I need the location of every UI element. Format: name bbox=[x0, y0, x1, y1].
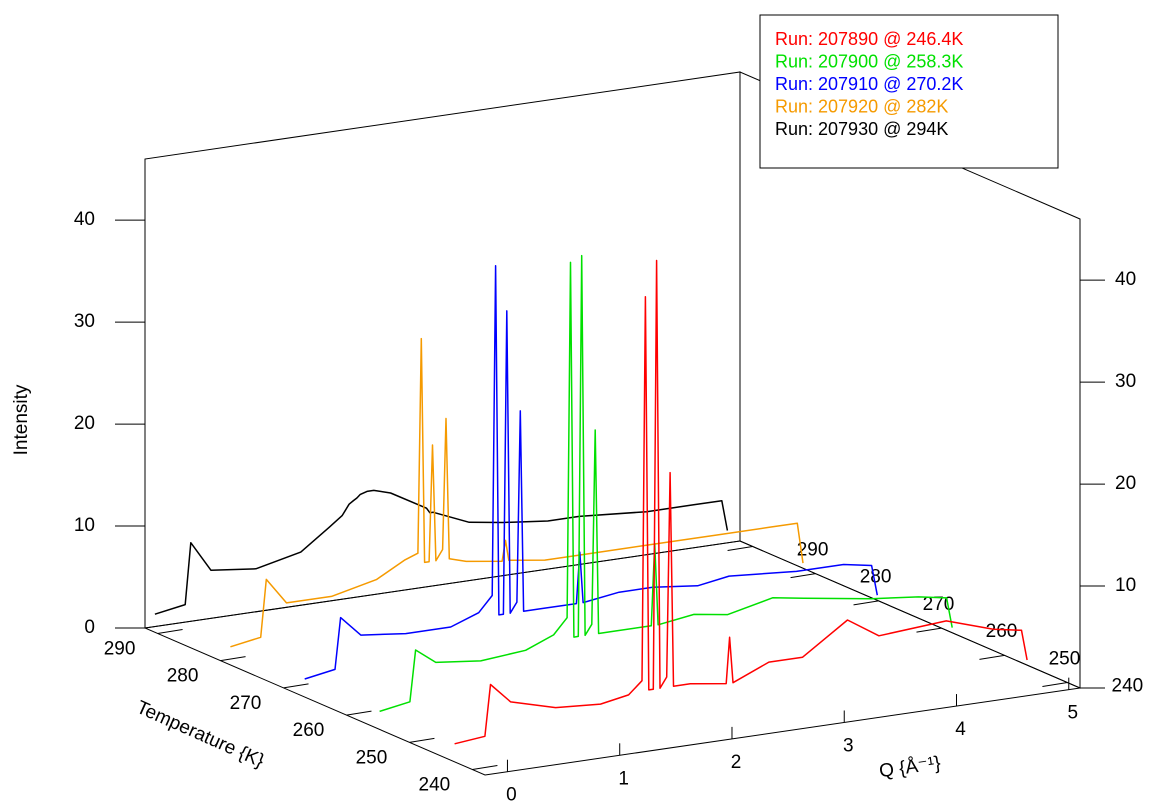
plot-area bbox=[154, 254, 1028, 745]
y-tick-label: 30 bbox=[74, 311, 95, 332]
legend-entry: Run: 207920 @ 282K bbox=[775, 96, 948, 116]
series-line bbox=[304, 264, 879, 680]
z-tick bbox=[727, 545, 753, 551]
legend-box bbox=[759, 14, 1059, 169]
z-tick bbox=[220, 656, 246, 662]
legend-entry: Run: 207910 @ 270.2K bbox=[775, 74, 963, 94]
z-tick-label: 250 bbox=[356, 747, 388, 768]
series-line bbox=[230, 337, 804, 648]
series-line bbox=[454, 259, 1028, 745]
y-tick-label: 10 bbox=[74, 515, 95, 536]
legend-entry: Run: 207900 @ 258.3K bbox=[775, 51, 963, 71]
y-tick-label: 30 bbox=[1115, 371, 1136, 392]
z-tick-label: 260 bbox=[293, 720, 325, 741]
z-tick bbox=[1042, 682, 1068, 688]
x-tick-label: 3 bbox=[843, 735, 854, 756]
x-axis-label: Q {Å⁻¹} bbox=[878, 753, 942, 782]
z-tick-label: 280 bbox=[860, 567, 892, 588]
z-tick bbox=[916, 627, 942, 633]
z-tick-label: 240 bbox=[1112, 676, 1144, 697]
z-tick bbox=[790, 573, 816, 579]
y-axis-label: Intensity bbox=[11, 384, 32, 455]
x-tick-label: 1 bbox=[618, 768, 629, 789]
axes-frame: 0 10 10 20 20 30 30 40 40 0 1 2 3 4 5 240 240 250 250 260 26… bbox=[74, 71, 1144, 806]
y-tick-label: 40 bbox=[1115, 269, 1136, 290]
x-tick-label: 0 bbox=[506, 785, 517, 806]
z-tick bbox=[853, 600, 879, 606]
z-tick-label: 270 bbox=[230, 693, 262, 714]
floor bbox=[143, 540, 1082, 776]
x-tick-label: 5 bbox=[1067, 703, 1078, 724]
z-tick-label: 280 bbox=[167, 666, 199, 687]
z-tick-label: 250 bbox=[1049, 648, 1081, 669]
z-tick bbox=[472, 765, 498, 771]
z-tick bbox=[157, 628, 183, 634]
z-tick-label: 240 bbox=[419, 775, 451, 796]
legend-entry: Run: 207890 @ 246.4K bbox=[775, 29, 963, 49]
y-tick-label: 10 bbox=[1115, 575, 1136, 596]
z-tick-label: 260 bbox=[986, 621, 1018, 642]
series-line bbox=[379, 254, 953, 713]
series-line bbox=[154, 489, 729, 615]
z-tick bbox=[283, 683, 309, 689]
side-wall bbox=[739, 71, 1081, 689]
y-tick-label: 20 bbox=[1115, 473, 1136, 494]
y-tick-label: 40 bbox=[74, 209, 95, 230]
z-tick bbox=[346, 710, 372, 716]
y-tick-label: 0 bbox=[84, 617, 95, 638]
z-tick bbox=[979, 654, 1005, 660]
y-tick-label: 20 bbox=[74, 413, 95, 434]
z-tick bbox=[409, 737, 435, 743]
legend-entry: Run: 207930 @ 294K bbox=[775, 119, 948, 139]
z-tick-label: 290 bbox=[797, 539, 829, 560]
x-tick-label: 4 bbox=[955, 719, 966, 740]
x-tick-label: 2 bbox=[731, 752, 742, 773]
z-tick-label: 290 bbox=[104, 638, 136, 659]
